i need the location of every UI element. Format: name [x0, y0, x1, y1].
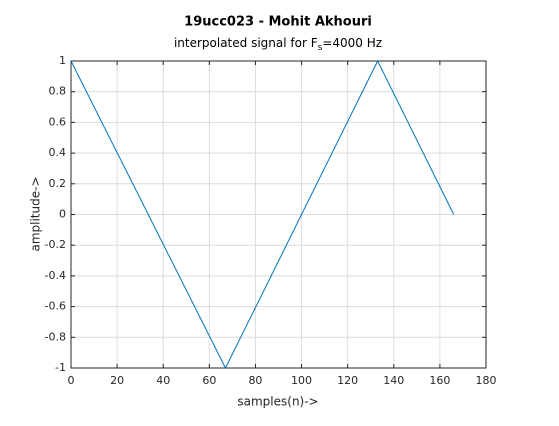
y-tick-label: 0.2	[49, 177, 67, 190]
x-tick-label: 140	[383, 374, 404, 387]
x-axis-label: samples(n)->	[237, 395, 318, 409]
x-tick-label: 60	[202, 374, 216, 387]
y-tick-label: 0.8	[49, 85, 67, 98]
y-tick-label: 0.4	[49, 146, 67, 159]
y-axis-label: amplitude->	[29, 176, 43, 251]
y-tick-label: -0.8	[45, 330, 66, 343]
x-tick-label: 180	[476, 374, 497, 387]
x-tick-label: 100	[291, 374, 312, 387]
y-tick-label: 0.6	[49, 115, 67, 128]
y-tick-label: 1	[59, 54, 66, 67]
x-tick-label: 20	[110, 374, 124, 387]
y-tick-label: -0.4	[45, 269, 66, 282]
y-tick-label: 0	[59, 208, 66, 221]
subtitle-text: interpolated signal for F	[174, 36, 318, 50]
chart-title: 19ucc023 - Mohit Akhouri	[184, 15, 372, 30]
line-series	[70, 59, 455, 370]
x-tick-label: 160	[429, 374, 450, 387]
subtitle-subscript: s	[318, 43, 323, 53]
y-tick-label: -0.6	[45, 300, 66, 313]
y-tick-label: -0.2	[45, 238, 66, 251]
subtitle-text: =4000 Hz	[322, 36, 382, 50]
y-tick-label: -1	[55, 361, 66, 374]
x-tick-label: 40	[156, 374, 170, 387]
x-tick-label: 0	[68, 374, 75, 387]
x-tick-label: 80	[248, 374, 262, 387]
chart-subtitle: interpolated signal for Fs=4000 Hz	[174, 36, 382, 53]
x-tick-label: 120	[337, 374, 358, 387]
